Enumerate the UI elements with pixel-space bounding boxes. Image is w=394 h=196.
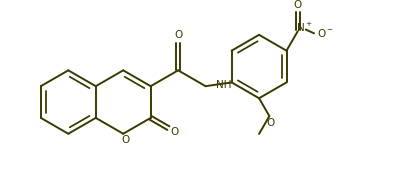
Text: O$^-$: O$^-$ xyxy=(317,27,334,39)
Text: O: O xyxy=(121,135,129,145)
Text: O: O xyxy=(170,126,178,137)
Text: O: O xyxy=(174,30,182,40)
Text: NH: NH xyxy=(216,80,232,90)
Text: O: O xyxy=(294,0,302,10)
Text: O: O xyxy=(266,118,275,128)
Text: N$^+$: N$^+$ xyxy=(296,20,313,34)
